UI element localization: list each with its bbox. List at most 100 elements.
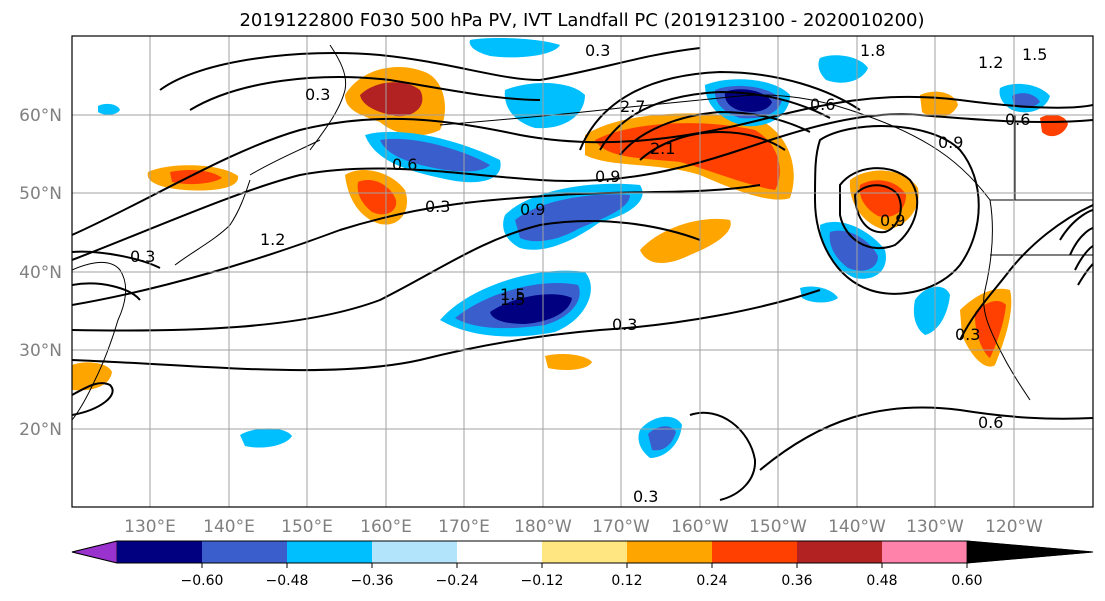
- lat-label: 50°N: [19, 184, 62, 204]
- colorbar-ticks: [201, 563, 968, 568]
- contour-label: 0.9: [880, 211, 905, 230]
- lon-label: 140°W: [828, 517, 886, 537]
- contour-label: 1.5: [500, 290, 525, 309]
- na-west-coastline: [983, 199, 1031, 401]
- lon-label: 180°W: [514, 517, 572, 537]
- pv-contour-line: [813, 125, 980, 295]
- lat-label: 60°N: [19, 106, 62, 126]
- pv-contour-line: [839, 167, 919, 250]
- contour-label: 0.3: [585, 41, 610, 60]
- colorbar-segment: [627, 541, 712, 563]
- colorbar: −0.60 −0.48 −0.36 −0.24 −0.12 0.12 0.24 …: [71, 540, 1094, 589]
- pv-contour-line: [72, 289, 821, 372]
- negative-anomaly-region: [240, 428, 292, 448]
- lon-label: 160°E: [360, 517, 412, 537]
- contour-label: 0.3: [130, 247, 155, 266]
- contour-label: 0.3: [425, 197, 450, 216]
- negative-anomaly-mid: [515, 194, 630, 242]
- lon-label: 120°W: [985, 517, 1043, 537]
- positive-anomaly-core: [859, 180, 906, 218]
- lat-label: 30°N: [19, 341, 62, 361]
- lon-label: 150°E: [281, 517, 333, 537]
- colorbar-tick-label: 0.36: [781, 573, 812, 589]
- contour-label: 0.6: [978, 413, 1003, 432]
- positive-anomaly-region: [640, 218, 731, 264]
- map-border: [71, 35, 1094, 508]
- kuril-coastline: [249, 139, 321, 176]
- pv-contour-line: [72, 95, 1093, 236]
- colorbar-segment: [882, 541, 967, 563]
- contour-label: 0.3: [955, 325, 980, 344]
- colorbar-tick-label: 0.12: [611, 573, 642, 589]
- colorbar-tick-label: 0.60: [951, 573, 982, 589]
- contour-label: 0.3: [633, 487, 658, 506]
- colorbar-tick-label: −0.12: [521, 573, 564, 589]
- lon-label: 130°W: [906, 517, 964, 537]
- contour-label: 0.9: [595, 167, 620, 186]
- contour-label: 0.6: [810, 95, 835, 114]
- latitude-axis: 60°N 50°N 40°N 30°N 20°N: [19, 106, 62, 440]
- pv-contour-line: [759, 406, 1093, 471]
- pv-contour-line: [853, 184, 902, 234]
- contour-labels: 0.3 0.6 0.9 1.2 1.5 1.8 2.1 2.7 0.3 0.6 …: [130, 41, 1047, 506]
- pv-contour-line: [72, 184, 761, 306]
- map-panel: 0.3 0.6 0.9 1.2 1.5 1.8 2.1 2.7 0.3 0.6 …: [71, 35, 1094, 508]
- contour-label: 0.9: [520, 200, 545, 219]
- lat-label: 20°N: [19, 420, 62, 440]
- contour-label: 0.6: [1005, 110, 1030, 129]
- pv-contour-line: [959, 204, 1093, 341]
- coastlines: [72, 44, 1093, 421]
- lat-label: 40°N: [19, 263, 62, 283]
- negative-anomaly-mid: [380, 138, 490, 172]
- negative-anomaly-region: [469, 37, 560, 58]
- longitude-axis: 130°E 140°E 150°E 160°E 170°E 180°W 170°…: [124, 517, 1043, 537]
- kamchatka-coastline: [309, 44, 347, 151]
- negative-anomaly-region: [818, 55, 868, 83]
- positive-anomaly-core: [357, 180, 397, 215]
- positive-anomaly-region: [545, 354, 592, 370]
- lon-label: 140°E: [203, 517, 255, 537]
- negative-anomaly-core: [490, 294, 572, 324]
- colorbar-tick-label: −0.36: [351, 573, 394, 589]
- contour-label: 1.2: [978, 53, 1003, 72]
- colorbar-tick-label: −0.24: [436, 573, 479, 589]
- pv-contour-line: [159, 47, 701, 91]
- negative-anomaly-mid: [1012, 93, 1040, 109]
- colorbar-extend-high: [966, 540, 1094, 564]
- colorbar-segment: [797, 541, 882, 563]
- colorbar-segment: [287, 541, 372, 563]
- japan-coastline: [174, 179, 251, 266]
- pv-contour-line: [72, 250, 161, 301]
- contour-label: 2.7: [620, 97, 645, 116]
- lon-label: 170°E: [438, 517, 490, 537]
- contour-label: 0.9: [938, 133, 963, 152]
- negative-anomaly-region: [913, 286, 950, 335]
- colorbar-outline: [71, 540, 1094, 564]
- contour-label: 1.8: [860, 41, 885, 60]
- pv-contour-line: [639, 130, 786, 161]
- colorbar-tick-label: 0.48: [866, 573, 897, 589]
- negative-anomaly-region: [98, 103, 120, 115]
- alaska-coastline: [739, 94, 991, 201]
- lon-label: 170°W: [592, 517, 650, 537]
- contour-label: 0.3: [305, 85, 330, 104]
- contour-label: 2.1: [650, 139, 675, 158]
- contour-label: 1.5: [500, 285, 525, 304]
- pv-contour-line: [579, 70, 861, 151]
- lon-label: 130°E: [124, 517, 176, 537]
- contour-label: 1.5: [1022, 45, 1047, 64]
- pv-contour-line: [1059, 209, 1093, 286]
- colorbar-segment: [117, 541, 202, 563]
- colorbar-segment: [712, 541, 797, 563]
- pv-contour-line: [72, 382, 114, 416]
- colorbar-tick-label: −0.60: [181, 573, 224, 589]
- positive-anomaly-region: [1040, 114, 1068, 137]
- aleutian-coastline: [439, 95, 741, 126]
- lon-label: 160°W: [671, 517, 729, 537]
- map-title: 2019122800 F030 500 hPa PV, IVT Landfall…: [239, 10, 924, 31]
- contour-label: 1.2: [260, 230, 285, 249]
- colorbar-tick-label: −0.48: [266, 573, 309, 589]
- contour-label: 0.6: [392, 155, 417, 174]
- negative-anomaly-mid: [648, 426, 676, 451]
